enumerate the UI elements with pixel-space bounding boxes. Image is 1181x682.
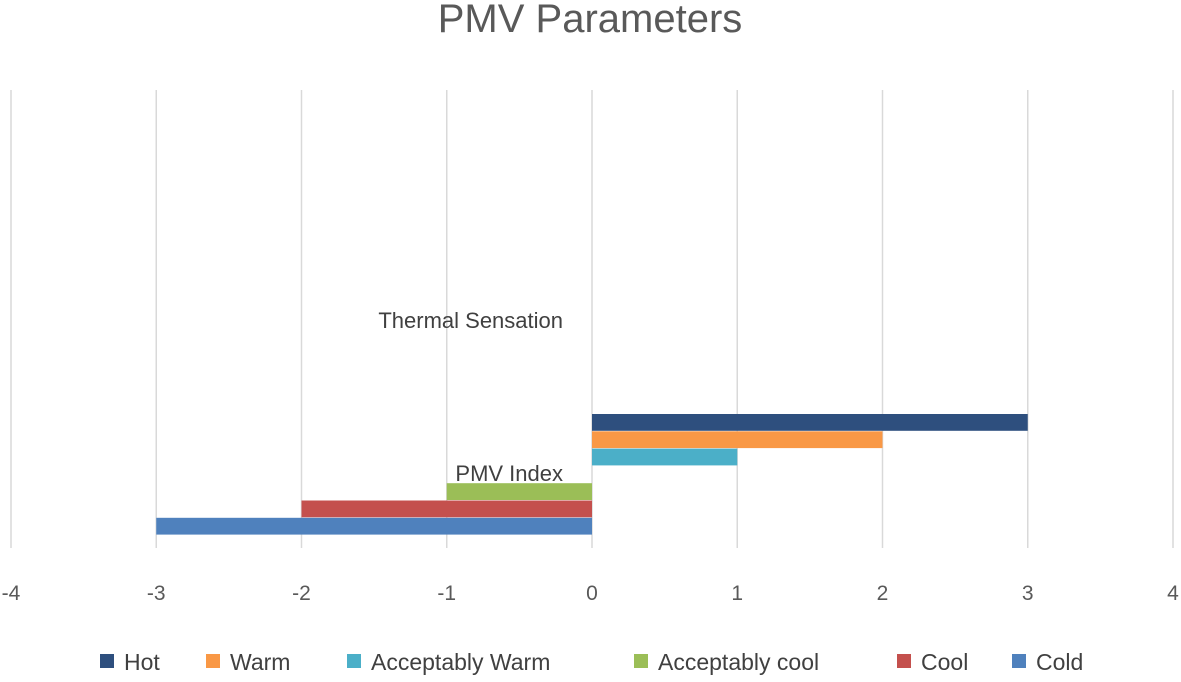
chart-title: PMV Parameters — [438, 0, 743, 41]
bar-hot — [592, 414, 1028, 431]
legend-swatch-cold — [1012, 654, 1026, 668]
bars — [156, 414, 1028, 535]
bar-acceptably-cool — [446, 483, 592, 500]
x-tick-label: 0 — [586, 582, 598, 605]
legend-swatch-warm — [206, 654, 220, 668]
gridlines — [10, 90, 1174, 548]
legend-label: Warm — [230, 649, 290, 675]
x-tick-label: -1 — [437, 582, 456, 605]
x-tick-label: 1 — [731, 582, 743, 605]
x-tick-label: -3 — [147, 582, 166, 605]
category-label-pmv-index: PMV Index — [455, 461, 563, 486]
x-tick-labels: -4 -3 -2 -1 0 1 2 3 4 — [2, 582, 1180, 605]
legend-swatch-cool — [897, 654, 911, 668]
x-tick-label: 2 — [877, 582, 889, 605]
category-labels: PMV Index Thermal Sensation — [378, 308, 563, 486]
x-tick-label: 4 — [1167, 582, 1179, 605]
bar-cool — [301, 500, 592, 518]
legend-swatch-acceptably-warm — [347, 654, 361, 668]
legend-label: Acceptably Warm — [371, 649, 550, 675]
x-tick-label: 3 — [1022, 582, 1034, 605]
x-tick-label: -4 — [2, 582, 21, 605]
category-label-thermal-sensation: Thermal Sensation — [378, 308, 563, 333]
legend: Hot Warm Acceptably Warm Acceptably cool Coo… — [100, 649, 1083, 675]
legend-label: Cold — [1036, 649, 1083, 675]
legend-swatch-hot — [100, 654, 114, 668]
bar-warm — [592, 431, 883, 449]
bar-cold — [156, 517, 592, 535]
bar-acceptably-warm — [592, 448, 738, 466]
legend-label: Acceptably cool — [658, 649, 819, 675]
legend-label: Cool — [921, 649, 968, 675]
legend-swatch-acceptably-cool — [634, 654, 648, 668]
x-tick-label: -2 — [292, 582, 311, 605]
legend-label: Hot — [124, 649, 160, 675]
